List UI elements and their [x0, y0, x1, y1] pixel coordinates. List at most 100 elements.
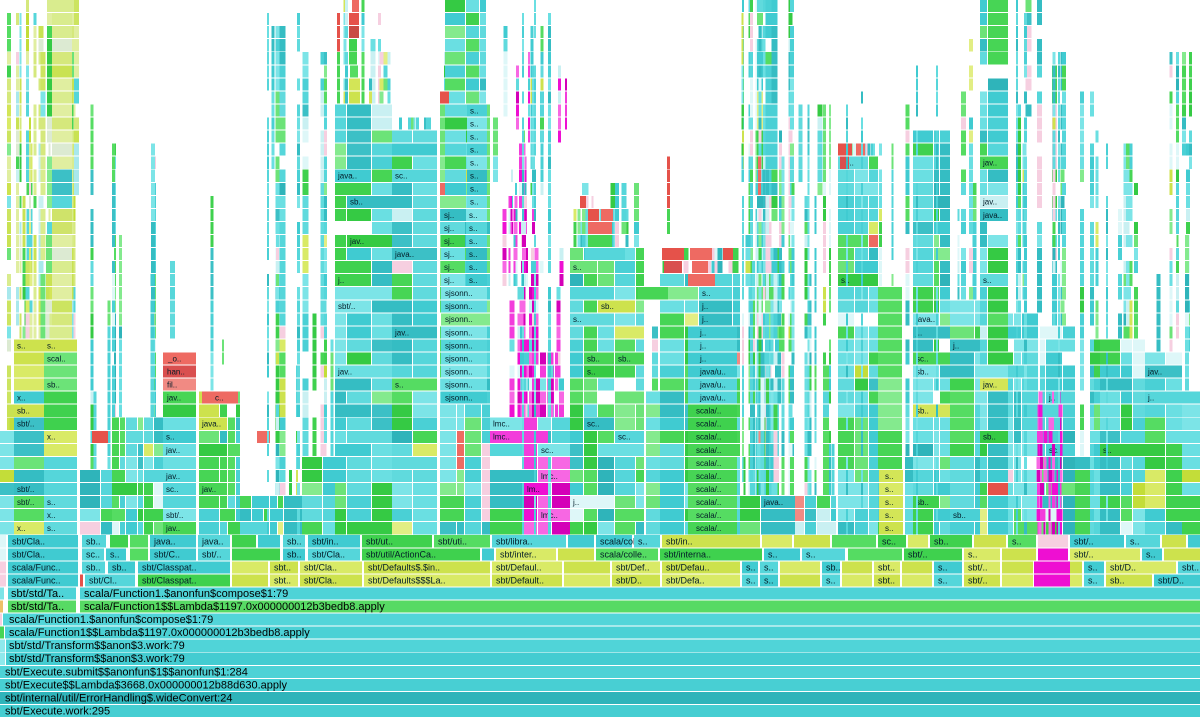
svg-text:j..: j.. [915, 328, 922, 337]
svg-text:s..: s.. [885, 485, 893, 494]
svg-text:jav..: jav.. [165, 446, 180, 455]
svg-text:sb..: sb.. [17, 407, 30, 416]
svg-text:sbt/Default..: sbt/Default.. [496, 576, 544, 586]
svg-text:sbt/interna..: sbt/interna.. [664, 549, 711, 559]
svg-text:sb..: sb.. [350, 198, 363, 207]
svg-text:sj..: sj.. [444, 263, 454, 272]
svg-text:s..: s.. [47, 524, 55, 533]
svg-text:j..: j.. [1048, 394, 1055, 403]
svg-text:s..: s.. [166, 433, 174, 442]
svg-text:s..: s.. [469, 237, 477, 246]
svg-text:sc..: sc.. [541, 446, 553, 455]
svg-text:sb..: sb.. [587, 354, 600, 363]
svg-text:j..: j.. [701, 302, 708, 311]
svg-text:sbt/Cla..: sbt/Cla.. [304, 576, 337, 586]
svg-text:s..: s.. [469, 276, 477, 285]
svg-text:jav..: jav.. [394, 328, 409, 337]
svg-text:s..: s.. [47, 498, 55, 507]
svg-text:sb..: sb.. [916, 407, 929, 416]
svg-text:sjsonn..: sjsonn.. [445, 302, 473, 311]
svg-text:sbt/..: sbt/.. [968, 576, 988, 586]
svg-text:jav..: jav.. [165, 472, 180, 481]
svg-text:sb..: sb.. [86, 562, 101, 572]
svg-text:sbt..: sbt.. [1182, 562, 1199, 572]
svg-text:java/u..: java/u.. [699, 367, 726, 376]
svg-text:sb..: sb.. [916, 367, 929, 376]
svg-text:sb..: sb.. [983, 433, 996, 442]
svg-text:x..: x.. [47, 511, 55, 520]
svg-text:sbt/Defaul..: sbt/Defaul.. [496, 562, 542, 572]
svg-text:sb..: sb.. [86, 536, 101, 546]
svg-text:x..: x.. [17, 394, 25, 403]
svg-text:sj..: sj.. [444, 211, 454, 220]
svg-text:j..: j.. [952, 341, 959, 350]
svg-text:sbt/..: sbt/.. [17, 485, 34, 494]
svg-text:lmc..: lmc.. [493, 433, 510, 442]
svg-text:jav..: jav.. [337, 367, 352, 376]
svg-text:s..: s.. [17, 341, 25, 350]
svg-text:scala/col..: scala/col.. [600, 536, 640, 546]
svg-text:x..: x.. [17, 524, 25, 533]
svg-text:s..: s.. [746, 576, 756, 586]
svg-text:s..: s.. [573, 315, 581, 324]
svg-text:jav..: jav.. [166, 394, 181, 403]
svg-text:java..: java.. [201, 536, 224, 546]
svg-text:sc..: sc.. [882, 536, 896, 546]
svg-text:sbt/Execute$$Lambda$3668.0x000: sbt/Execute$$Lambda$3668.0x000000012b88d… [5, 679, 287, 691]
svg-text:sbt/..: sbt/.. [908, 549, 928, 559]
svg-text:s..: s.. [47, 341, 55, 350]
svg-text:sbt/C..: sbt/C.. [154, 549, 180, 559]
svg-text:sb..: sb.. [287, 549, 302, 559]
svg-text:java..: java.. [153, 536, 176, 546]
svg-text:jav..: jav.. [982, 198, 997, 207]
svg-text:java/u..: java/u.. [699, 381, 726, 390]
svg-text:scala/Function1$$Lambda$1197.0: scala/Function1$$Lambda$1197.0x000000012… [9, 627, 310, 639]
svg-text:sc..: sc.. [1049, 446, 1061, 455]
svg-text:sbt/std/Transform$$anon$3.work: sbt/std/Transform$$anon$3.work:79 [9, 640, 185, 652]
svg-text:sbt/inter..: sbt/inter.. [500, 549, 537, 559]
svg-text:sbt/D..: sbt/D.. [1110, 562, 1136, 572]
svg-text:scala/Func..: scala/Func.. [12, 576, 61, 586]
svg-text:s..: s.. [470, 146, 478, 155]
svg-text:s..: s.. [395, 381, 403, 390]
svg-text:java..: java.. [763, 498, 783, 507]
svg-text:sbt..: sbt.. [878, 576, 895, 586]
svg-text:sbt/libra..: sbt/libra.. [496, 536, 533, 546]
svg-text:scala/Function1$$Lambda$1197.0: scala/Function1$$Lambda$1197.0x000000012… [84, 601, 385, 613]
svg-text:jav..: jav.. [349, 237, 364, 246]
svg-text:scala/..: scala/.. [696, 420, 721, 429]
svg-text:s..: s.. [470, 172, 478, 181]
svg-text:lmc..: lmc.. [493, 420, 510, 429]
svg-text:java/u..: java/u.. [699, 394, 726, 403]
svg-text:s..: s.. [469, 263, 477, 272]
svg-text:s..: s.. [702, 289, 710, 298]
svg-text:sbt/..: sbt/.. [17, 420, 34, 429]
svg-text:sbt/in..: sbt/in.. [312, 536, 339, 546]
svg-text:sbt/Cla..: sbt/Cla.. [12, 549, 45, 559]
svg-text:s..: s.. [764, 562, 774, 572]
svg-text:s..: s.. [768, 549, 778, 559]
svg-text:sc..: sc.. [166, 485, 178, 494]
svg-text:scala/..: scala/.. [696, 472, 721, 481]
svg-text:s..: s.. [885, 524, 893, 533]
svg-text:sbt/..: sbt/.. [166, 511, 183, 520]
svg-text:scala/Function1.$anonfun$compo: scala/Function1.$anonfun$compose$1:79 [84, 588, 288, 600]
svg-text:_o..: _o.. [167, 354, 181, 363]
svg-text:scala/..: scala/.. [696, 511, 721, 520]
svg-text:sbt/Execute.submit$$anonfun$1$: sbt/Execute.submit$$anonfun$1$$anonfun$1… [5, 666, 248, 678]
svg-text:scala/..: scala/.. [696, 498, 721, 507]
svg-text:s..: s.. [1130, 536, 1140, 546]
svg-text:jav..: jav.. [982, 159, 997, 168]
svg-text:sjsonn..: sjsonn.. [445, 394, 473, 403]
svg-text:sbt/Defa..: sbt/Defa.. [666, 576, 705, 586]
svg-text:java..: java.. [337, 172, 357, 181]
svg-text:sbt/Execute.work:295: sbt/Execute.work:295 [5, 705, 110, 717]
svg-text:sj..: sj.. [444, 276, 454, 285]
svg-text:j..: j.. [337, 276, 344, 285]
svg-text:sb..: sb.. [916, 498, 929, 507]
svg-text:s..: s.. [983, 276, 991, 285]
svg-text:c..: c.. [215, 394, 223, 403]
svg-text:sbt/D..: sbt/D.. [1158, 576, 1184, 586]
svg-text:j..: j.. [699, 354, 706, 363]
svg-text:fil..: fil.. [167, 381, 177, 390]
